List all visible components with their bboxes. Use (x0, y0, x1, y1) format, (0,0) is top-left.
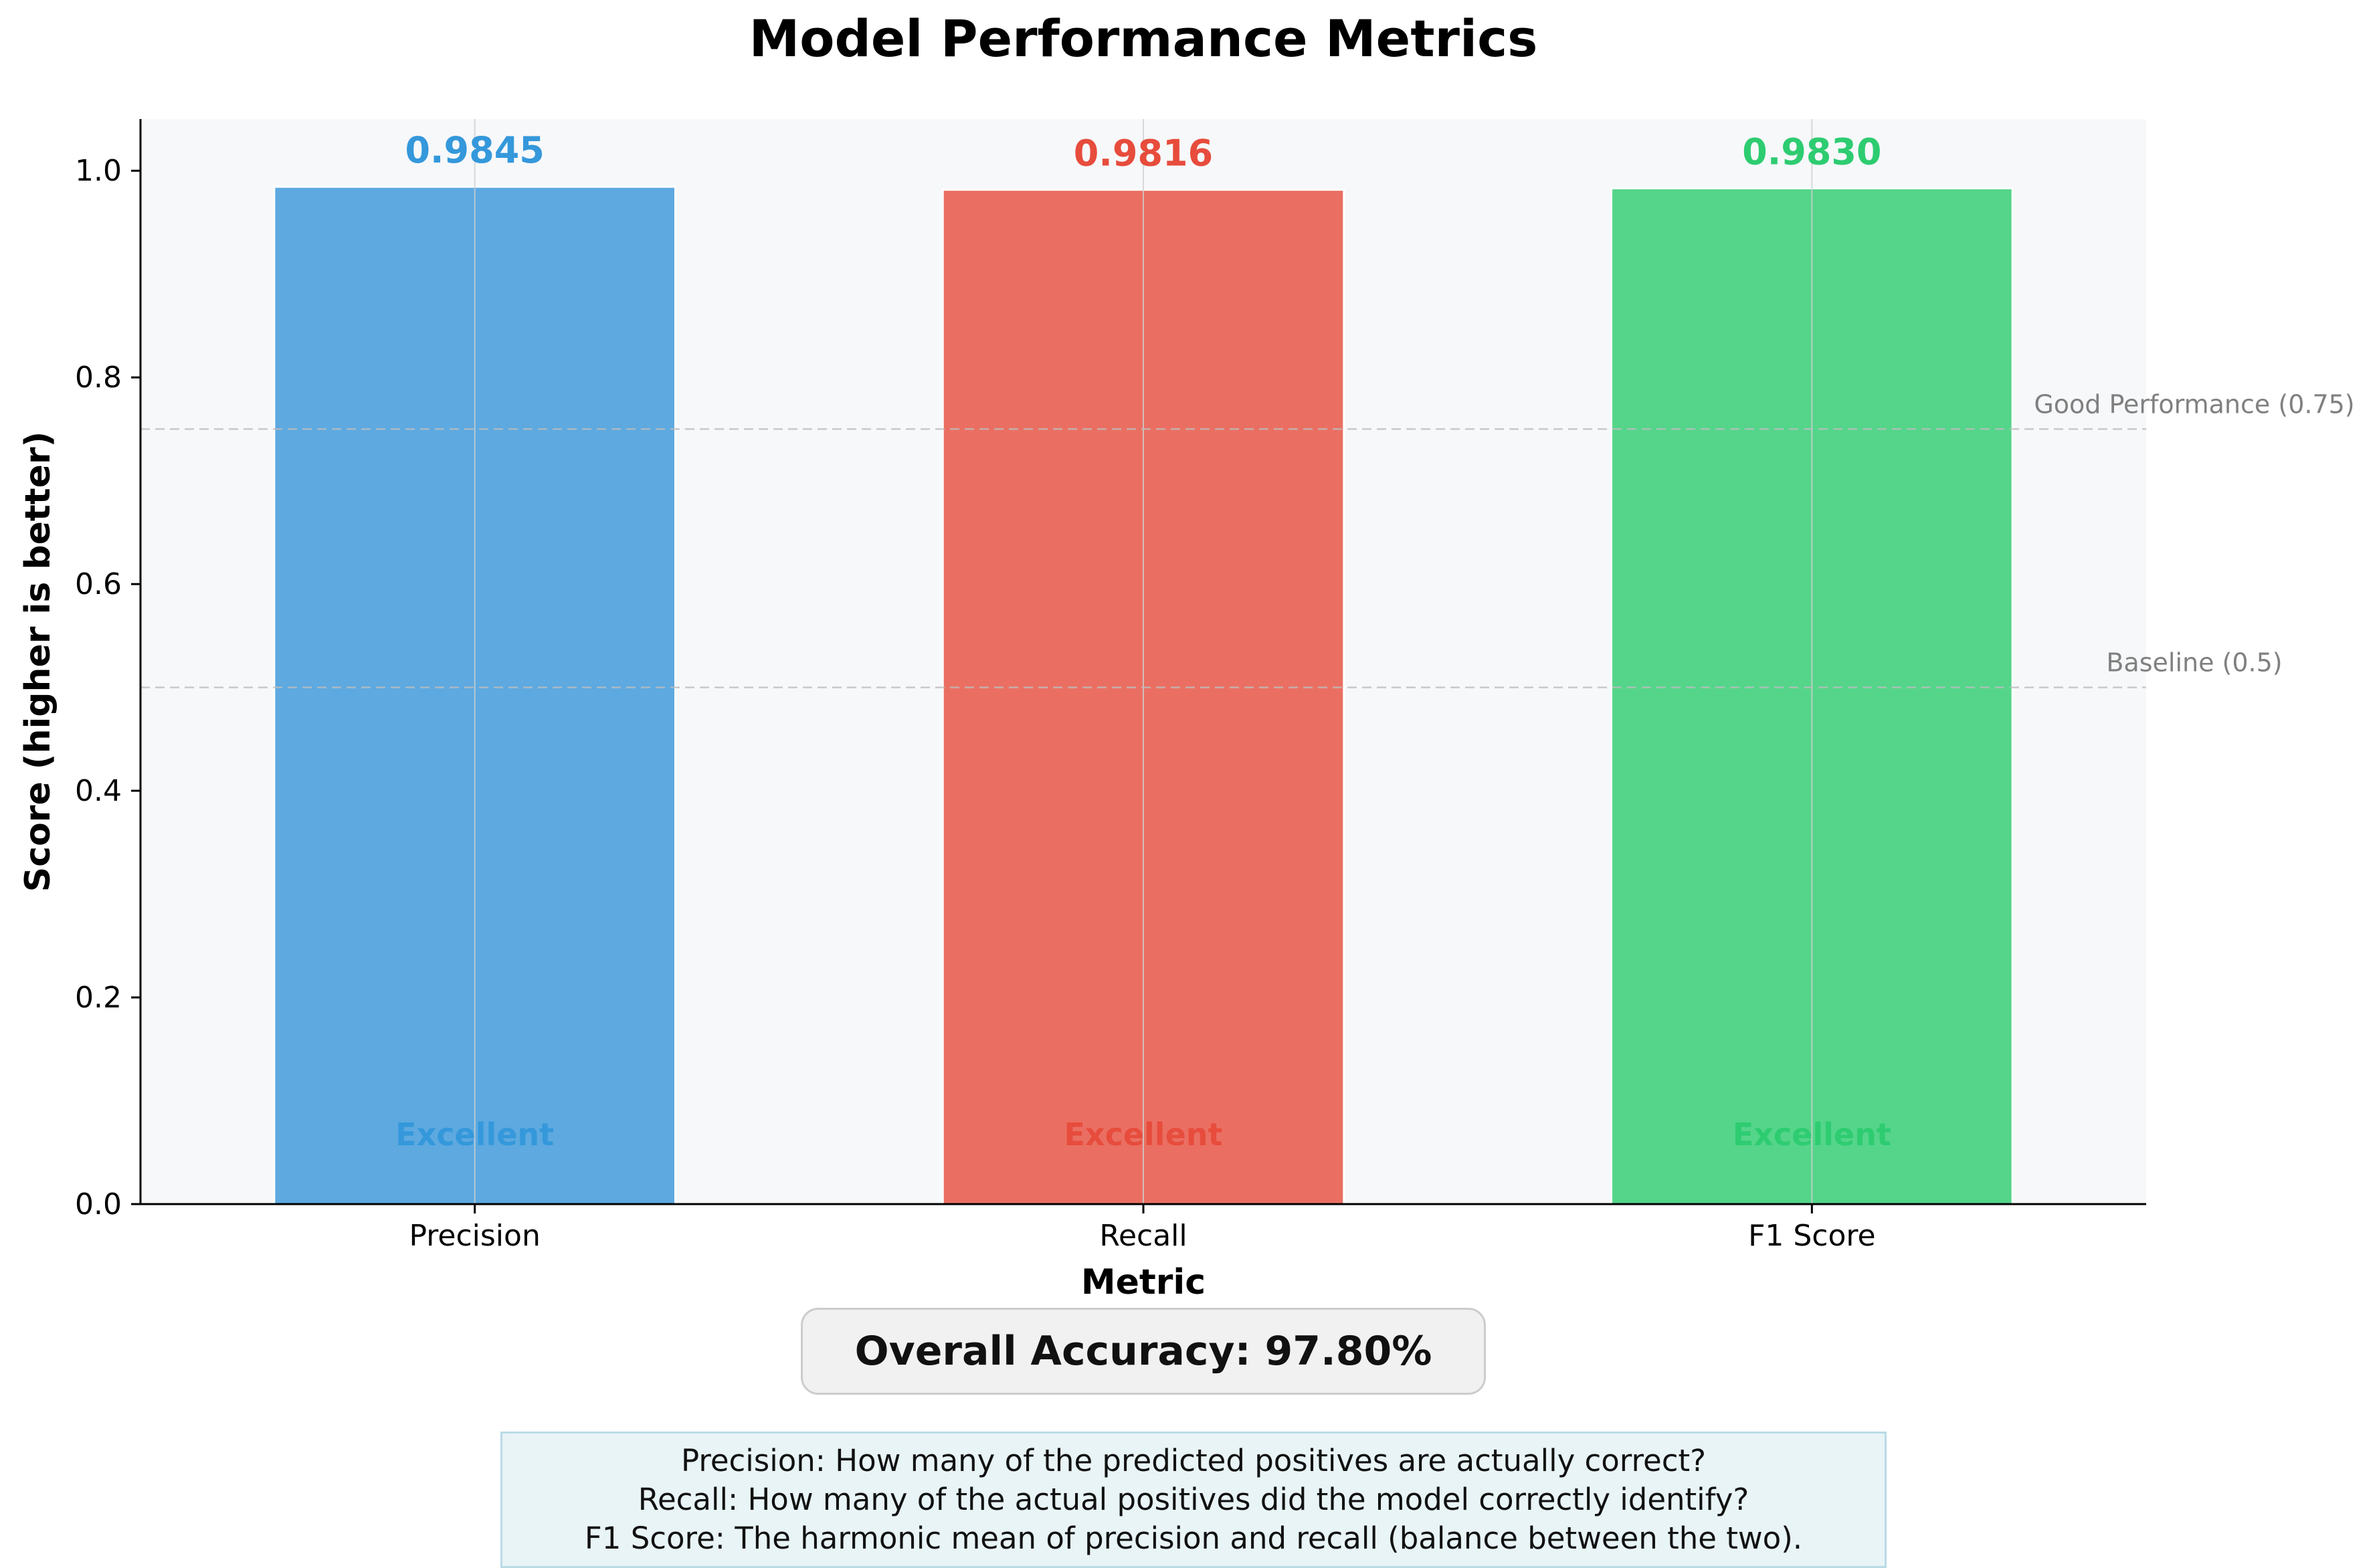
definition-f1: F1 Score: The harmonic mean of precision… (584, 1521, 1803, 1556)
y-tick-label: 1.0 (75, 154, 122, 188)
y-tick-label: 0.2 (75, 981, 122, 1015)
x-axis-label: Metric (1081, 1262, 1206, 1302)
bar-value-label: 0.9845 (405, 129, 544, 171)
definition-recall: Recall: How many of the actual positives… (638, 1482, 1749, 1517)
good-performance-label: Good Performance (0.75) (2034, 389, 2354, 419)
y-tick-label: 0.4 (75, 774, 122, 808)
x-tick-label: Precision (409, 1219, 541, 1253)
metric-definitions-box: Precision: How many of the predicted pos… (500, 1432, 1887, 1568)
y-axis-label: Score (higher is better) (18, 431, 58, 892)
bar-status-label: Excellent (395, 1116, 554, 1153)
y-tick-label: 0.6 (75, 567, 122, 601)
y-tick-label: 0.0 (75, 1187, 122, 1221)
y-tick-label: 0.8 (75, 361, 122, 395)
baseline-label: Baseline (0.5) (2106, 648, 2282, 678)
bar-value-label: 0.9816 (1074, 132, 1213, 175)
chart-title: Model Performance Metrics (749, 9, 1538, 68)
x-tick-label: F1 Score (1748, 1219, 1876, 1253)
overall-accuracy-text: Overall Accuracy: 97.80% (854, 1328, 1432, 1375)
bar-status-label: Excellent (1733, 1116, 1891, 1153)
definition-precision: Precision: How many of the predicted pos… (681, 1443, 1706, 1478)
x-tick-label: Recall (1099, 1219, 1187, 1253)
bar-status-label: Excellent (1064, 1116, 1222, 1153)
overall-accuracy-box: Overall Accuracy: 97.80% (801, 1308, 1486, 1395)
bar-value-label: 0.9830 (1742, 130, 1881, 173)
